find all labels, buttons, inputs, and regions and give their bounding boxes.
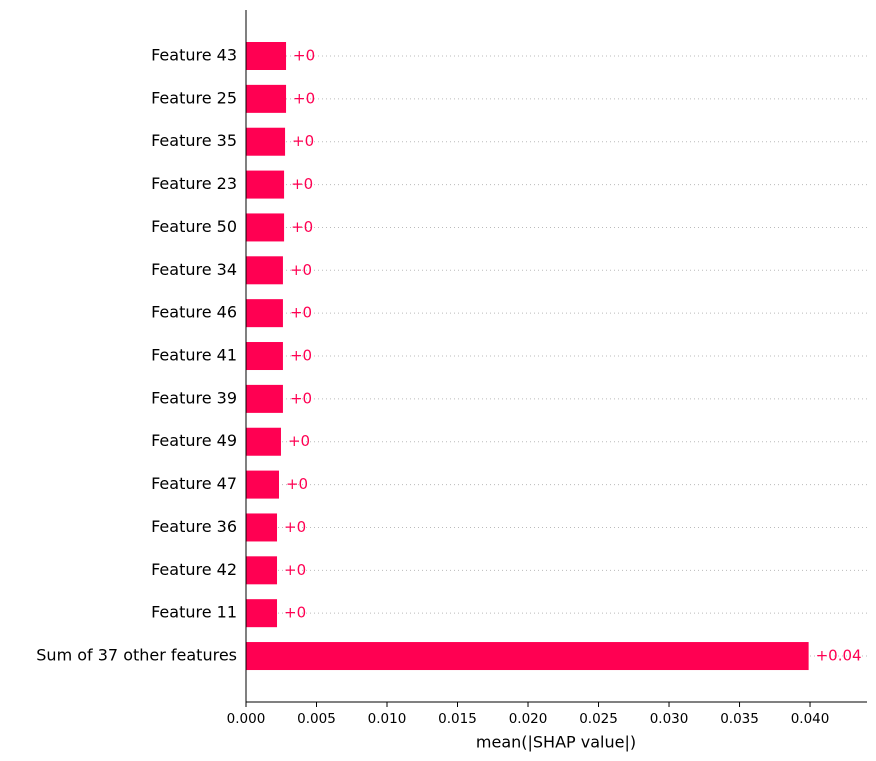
bar bbox=[246, 599, 278, 628]
value-label: +0 bbox=[292, 132, 314, 150]
value-label: +0 bbox=[293, 47, 315, 65]
value-label: +0 bbox=[286, 475, 308, 493]
value-label: +0 bbox=[284, 518, 306, 536]
y-tick-label: Feature 47 bbox=[151, 474, 237, 493]
value-label: +0 bbox=[291, 218, 313, 236]
value-label: +0 bbox=[290, 304, 312, 322]
bar bbox=[246, 642, 809, 671]
value-label: +0 bbox=[293, 89, 315, 107]
y-tick-label: Feature 23 bbox=[151, 174, 237, 193]
x-tick-label: 0.015 bbox=[438, 711, 477, 727]
y-tick-label: Feature 41 bbox=[151, 346, 237, 365]
bar bbox=[246, 299, 283, 328]
y-tick-label: Feature 46 bbox=[151, 303, 237, 322]
y-tick-label: Feature 42 bbox=[151, 560, 237, 579]
x-tick-label: 0.000 bbox=[227, 711, 266, 727]
value-label: +0 bbox=[290, 261, 312, 279]
value-label: +0 bbox=[284, 604, 306, 622]
y-tick-label: Feature 36 bbox=[151, 517, 237, 536]
x-tick-label: 0.025 bbox=[579, 711, 618, 727]
bar bbox=[246, 127, 286, 156]
value-label: +0 bbox=[290, 389, 312, 407]
bar bbox=[246, 42, 287, 70]
x-tick-label: 0.030 bbox=[650, 711, 689, 727]
bar bbox=[246, 170, 285, 199]
bar bbox=[246, 556, 278, 585]
bar bbox=[246, 427, 281, 456]
y-tick-label: Feature 50 bbox=[151, 217, 237, 236]
y-tick-label: Feature 35 bbox=[151, 131, 237, 150]
y-tick-label: Feature 43 bbox=[151, 46, 237, 65]
value-label: +0 bbox=[291, 175, 313, 193]
value-label: +0 bbox=[284, 561, 306, 579]
x-tick-label: 0.005 bbox=[297, 711, 336, 727]
bar bbox=[246, 213, 285, 242]
y-tick-label: Sum of 37 other features bbox=[36, 646, 237, 665]
x-axis-label: mean(|SHAP value|) bbox=[476, 733, 636, 752]
y-tick-label: Feature 39 bbox=[151, 388, 237, 407]
x-tick-label: 0.040 bbox=[791, 711, 830, 727]
bar bbox=[246, 256, 283, 285]
y-tick-label: Feature 34 bbox=[151, 260, 237, 279]
bar bbox=[246, 84, 287, 113]
value-label: +0 bbox=[288, 432, 310, 450]
y-tick-label: Feature 25 bbox=[151, 88, 237, 107]
x-tick-label: 0.010 bbox=[368, 711, 407, 727]
value-label: +0 bbox=[290, 347, 312, 365]
bar bbox=[246, 513, 278, 542]
bar bbox=[246, 342, 283, 371]
bar bbox=[246, 470, 279, 499]
y-tick-label: Feature 49 bbox=[151, 431, 237, 450]
y-tick-label: Feature 11 bbox=[151, 603, 237, 622]
x-tick-label: 0.020 bbox=[509, 711, 548, 727]
x-tick-label: 0.035 bbox=[720, 711, 759, 727]
bar bbox=[246, 384, 283, 413]
value-label: +0.04 bbox=[816, 647, 862, 665]
